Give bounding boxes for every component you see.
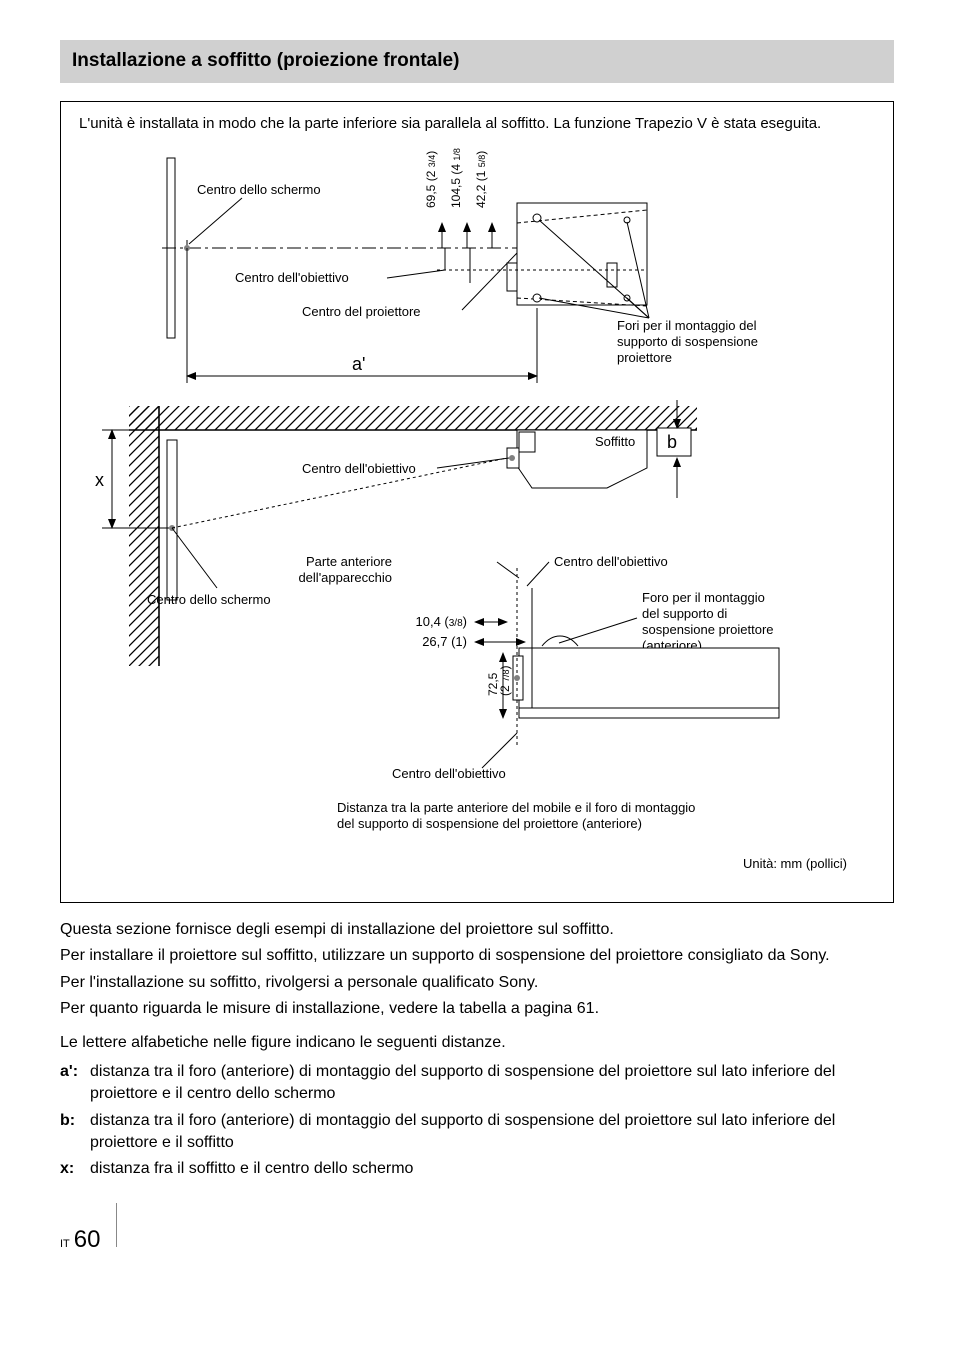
- lbl-fori-1: Fori per il montaggio del: [617, 318, 757, 333]
- lbl-fori-3: proiettore: [617, 350, 672, 365]
- def-b: b: distanza tra il foro (anteriore) di m…: [60, 1110, 894, 1155]
- def-b-key: b:: [60, 1110, 90, 1155]
- footer-page: 60: [74, 1223, 101, 1257]
- lbl-parte-ant-1: Parte anteriore: [306, 554, 392, 569]
- lbl-dist-1: Distanza tra la parte anteriore del mobi…: [337, 800, 695, 815]
- svg-text:10,4 (3/8): 10,4 (3/8): [416, 614, 468, 629]
- p3: Per l'installazione su soffitto, rivolge…: [60, 972, 894, 994]
- lbl-foro-2: del supporto di: [642, 606, 727, 621]
- lbl-parte-ant-2: dell'apparecchio: [298, 570, 392, 585]
- body-text: Questa sezione fornisce degli esempi di …: [60, 919, 894, 1181]
- lbl-fori-2: supporto di sospensione: [617, 334, 758, 349]
- page-footer: IT 60: [60, 1203, 894, 1257]
- diagram-box: L'unità è installata in modo che la part…: [60, 101, 894, 903]
- lbl-foro-1: Foro per il montaggio: [642, 590, 765, 605]
- def-x: x: distanza fra il soffitto e il centro …: [60, 1158, 894, 1180]
- footer-lang: IT: [60, 1237, 70, 1252]
- definitions: a': distanza tra il foro (anteriore) di …: [60, 1061, 894, 1181]
- def-a-val: distanza tra il foro (anteriore) di mont…: [90, 1061, 894, 1106]
- p2: Per installare il proiettore sul soffitt…: [60, 945, 894, 967]
- footer-divider: [116, 1203, 117, 1247]
- var-x: x: [95, 470, 104, 490]
- p5: Le lettere alfabetiche nelle figure indi…: [60, 1032, 894, 1054]
- def-x-val: distanza fra il soffitto e il centro del…: [90, 1158, 894, 1180]
- lbl-centro-schermo-mid: Centro dello schermo: [147, 592, 271, 607]
- var-a: a': [352, 354, 365, 374]
- p1: Questa sezione fornisce degli esempi di …: [60, 919, 894, 941]
- p4: Per quanto riguarda le misure di install…: [60, 998, 894, 1020]
- installation-diagram: Centro dello schermo Centro dell'obietti…: [87, 148, 867, 888]
- lbl-dist-2: del supporto di sospensione del proietto…: [337, 816, 642, 831]
- lbl-centro-schermo-top: Centro dello schermo: [197, 182, 321, 197]
- diagram-intro: L'unità è installata in modo che la part…: [79, 114, 875, 134]
- def-x-key: x:: [60, 1158, 90, 1180]
- def-a-key: a':: [60, 1061, 90, 1106]
- lbl-unita: Unità: mm (pollici): [743, 856, 847, 871]
- svg-text:(2 7/8): (2 7/8): [498, 665, 512, 696]
- lbl-centro-proiettore: Centro del proiettore: [302, 304, 421, 319]
- def-b-val: distanza tra il foro (anteriore) di mont…: [90, 1110, 894, 1155]
- lbl-centro-obiettivo-bottom: Centro dell'obiettivo: [392, 766, 506, 781]
- lbl-foro-3: sospensione proiettore: [642, 622, 774, 637]
- lbl-centro-obiettivo-right: Centro dell'obiettivo: [554, 554, 668, 569]
- svg-text:69,5 (2 3/4): 69,5 (2 3/4): [424, 151, 438, 208]
- svg-text:104,5 (4 1/8): 104,5 (4 1/8): [449, 148, 463, 208]
- section-title: Installazione a soffitto (proiezione fro…: [60, 40, 894, 83]
- svg-text:26,7 (1): 26,7 (1): [422, 634, 467, 649]
- var-b: b: [667, 432, 677, 452]
- lbl-centro-obiettivo-mid: Centro dell'obiettivo: [302, 461, 416, 476]
- lbl-centro-obiettivo-top: Centro dell'obiettivo: [235, 270, 349, 285]
- def-a: a': distanza tra il foro (anteriore) di …: [60, 1061, 894, 1106]
- lbl-soffitto: Soffitto: [595, 434, 635, 449]
- svg-text:42,2 (1 5/8): 42,2 (1 5/8): [474, 151, 488, 208]
